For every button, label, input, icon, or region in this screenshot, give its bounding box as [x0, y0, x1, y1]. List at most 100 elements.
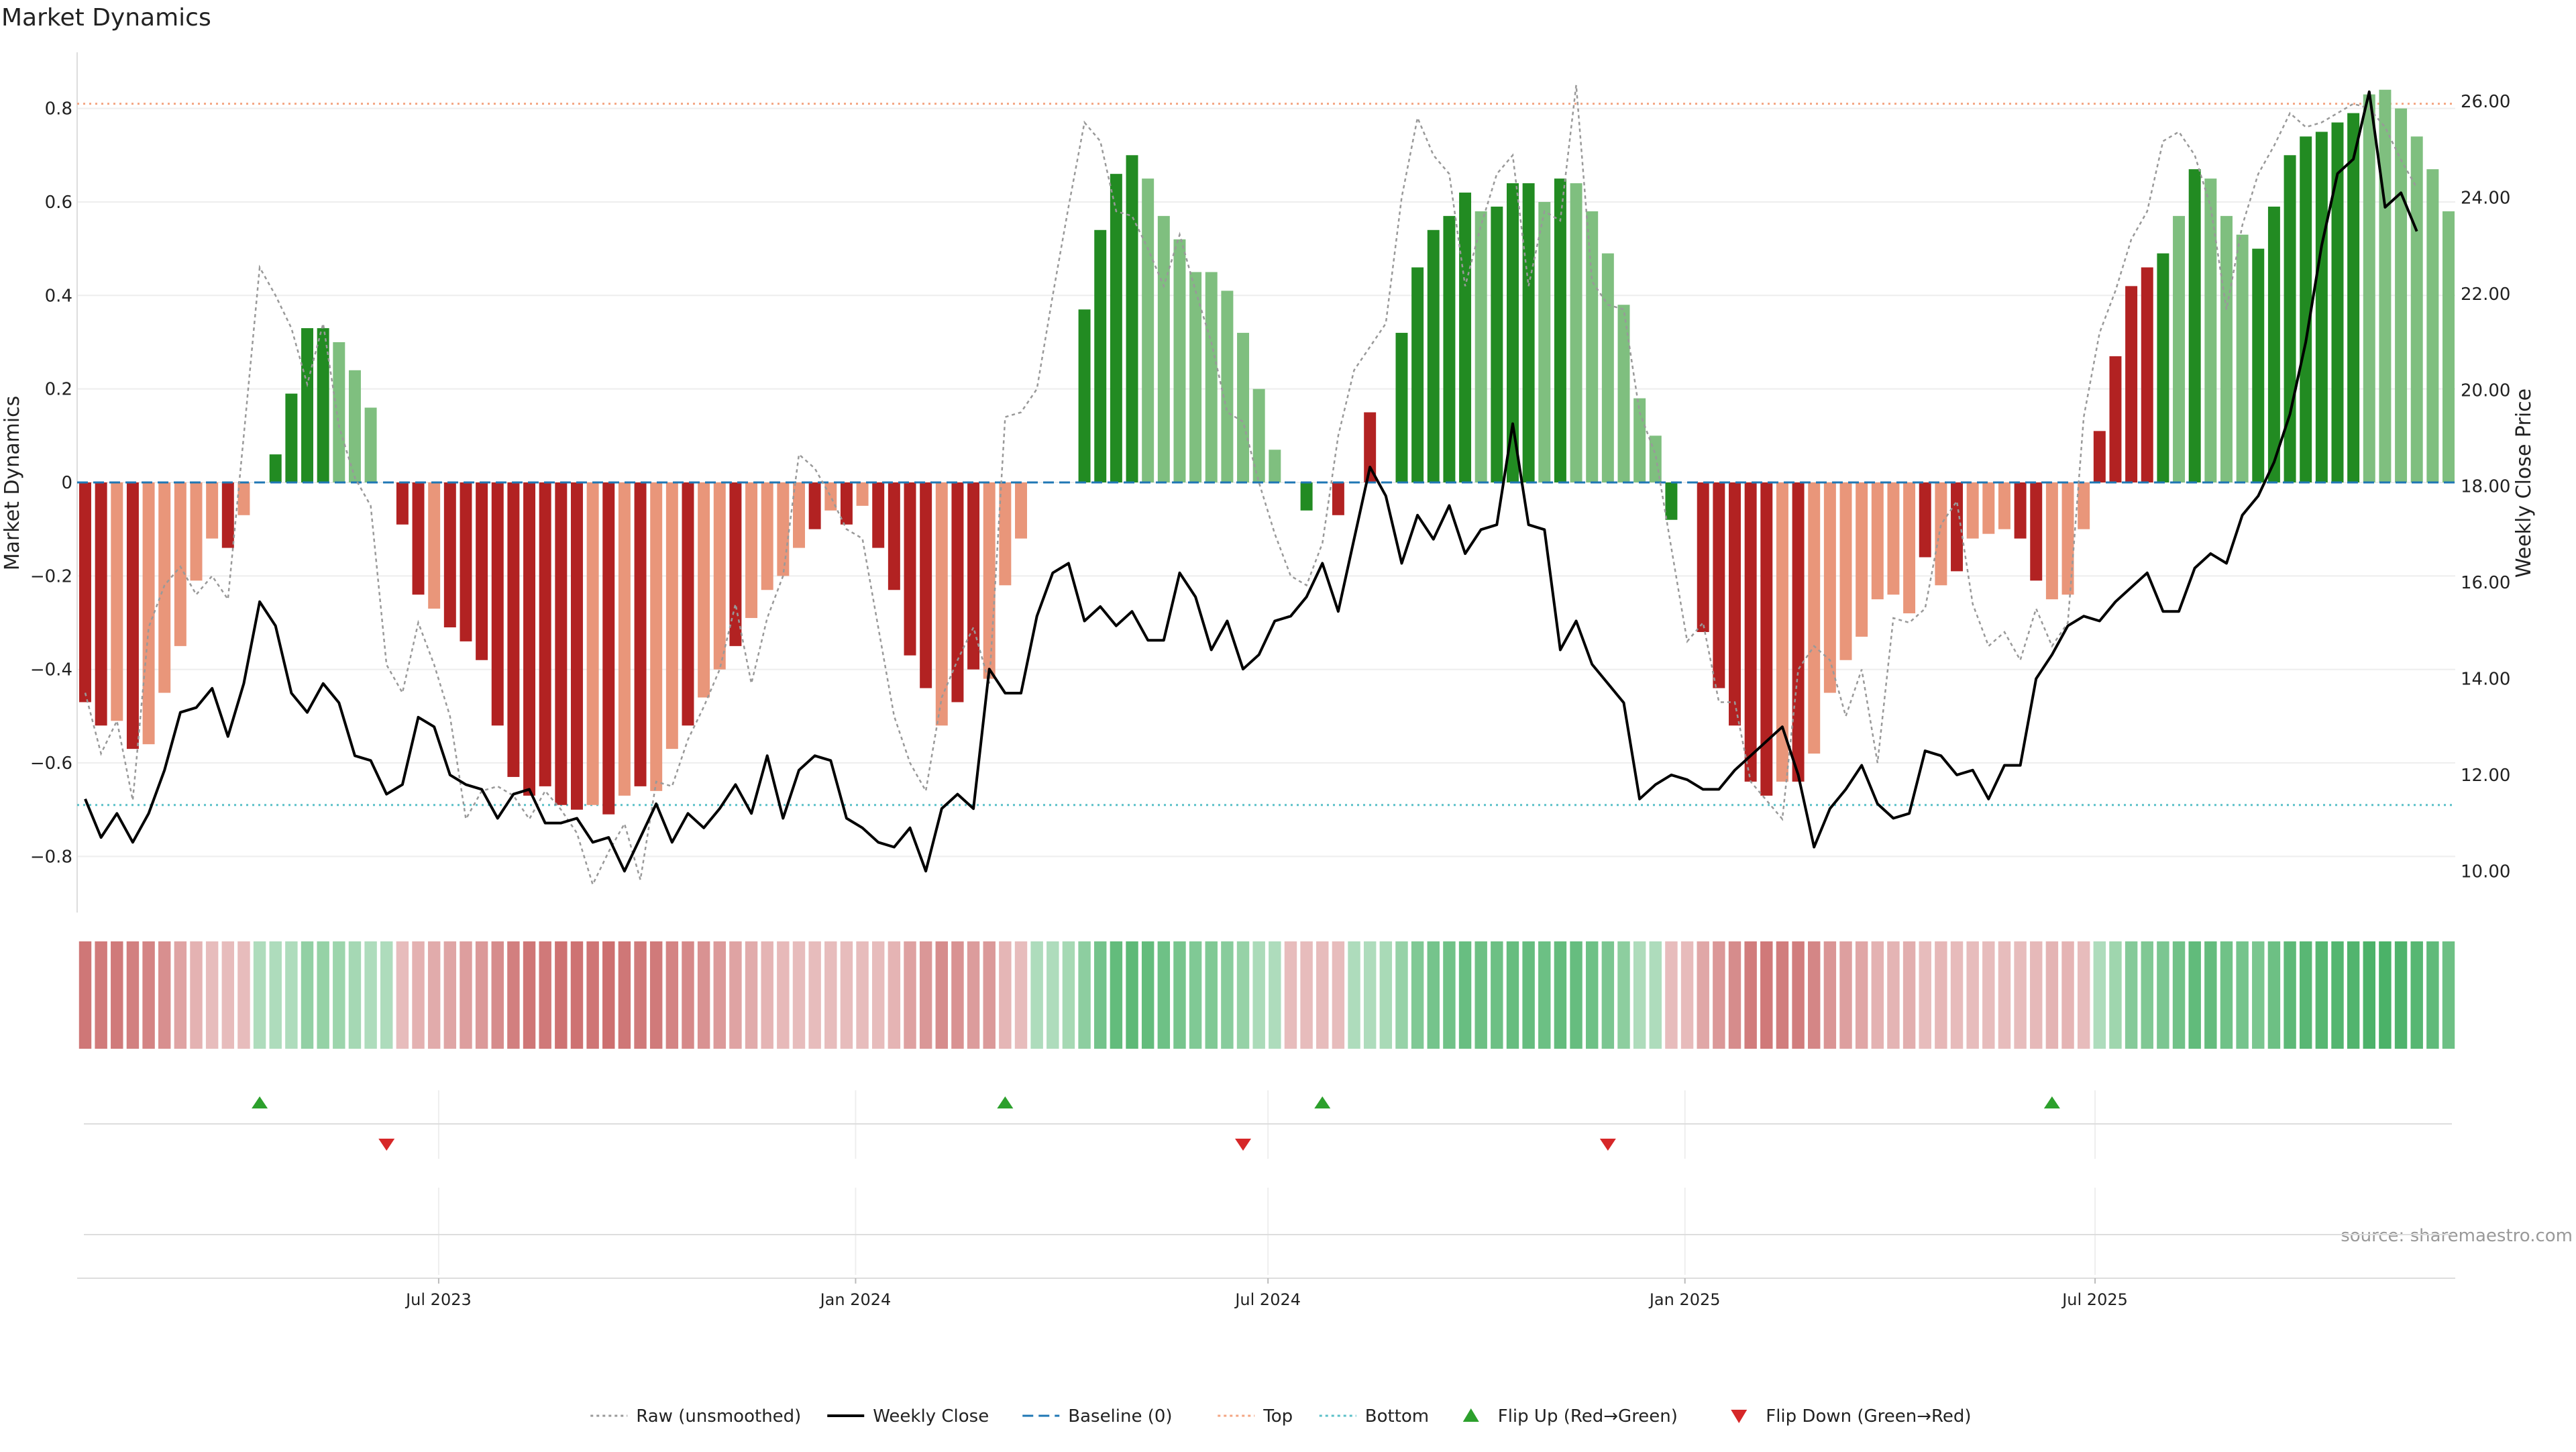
bar — [555, 482, 568, 805]
heat-cell — [2204, 941, 2217, 1049]
heat-cell — [983, 941, 996, 1049]
heat-cell — [475, 941, 488, 1049]
heat-cell — [364, 941, 377, 1049]
heat-cell — [697, 941, 710, 1049]
bar — [999, 482, 1012, 586]
heat-cell — [174, 941, 187, 1049]
heat-cell — [348, 941, 362, 1049]
heat-cell — [1919, 941, 1931, 1049]
bar — [983, 482, 996, 679]
y2-tick-label: 20.00 — [2461, 380, 2510, 401]
heat-cell — [1252, 941, 1265, 1049]
heat-cell — [1348, 941, 1360, 1049]
bar — [1871, 482, 1884, 600]
bar — [840, 482, 853, 525]
bar — [2443, 211, 2455, 482]
heat-cell — [919, 941, 932, 1049]
flip-panel — [84, 1090, 2452, 1159]
heat-cell — [1839, 941, 1852, 1049]
bar — [443, 482, 456, 627]
heat-cell — [2299, 941, 2312, 1049]
bar — [142, 482, 155, 745]
bar — [1459, 193, 1472, 482]
bar — [2315, 132, 2328, 482]
bar — [2236, 234, 2249, 482]
legend-swatch — [1731, 1410, 1748, 1423]
bar — [1364, 412, 1377, 482]
bar — [1173, 239, 1186, 482]
bar — [745, 482, 758, 619]
legend-label: Top — [1263, 1406, 1293, 1427]
heat-cell — [1300, 941, 1313, 1049]
y2-tick-label: 12.00 — [2461, 766, 2510, 786]
heat-cell — [491, 941, 504, 1049]
bar — [2284, 155, 2296, 483]
bar — [1554, 178, 1566, 482]
y2-tick-label: 18.00 — [2461, 477, 2510, 497]
bar — [539, 482, 551, 786]
bar — [618, 482, 631, 796]
empty-panel — [84, 1188, 2452, 1275]
date-axis: Jul 2023 Jan 2024 Jul 2024 Jan 2025 Jul 2025 — [77, 1278, 2455, 1309]
bar — [1205, 272, 1218, 482]
bar — [396, 482, 409, 525]
y-tick-label: 0.2 — [45, 380, 72, 400]
legend-label: Bottom — [1365, 1406, 1429, 1427]
main-panel: 0.8 0.6 0.4 0.2 0 −0.2 −0.4 −0.6 −0.8 26.00 24.00 2… — [30, 52, 2510, 913]
heat-cell — [729, 941, 742, 1049]
heat-cell — [253, 941, 266, 1049]
y2-tick-label: 16.00 — [2461, 573, 2510, 593]
bar — [777, 482, 790, 576]
bar — [364, 407, 377, 482]
bar — [729, 482, 742, 646]
heat-cell — [2220, 941, 2233, 1049]
heat-cell — [1776, 941, 1789, 1049]
legend-label: Raw (unsmoothed) — [636, 1406, 801, 1427]
x-tick-label: Jan 2025 — [1648, 1290, 1721, 1309]
bar — [1998, 482, 2010, 529]
bar — [2141, 267, 2153, 482]
heat-cell — [1284, 941, 1297, 1049]
heat-cell — [570, 941, 584, 1049]
bar — [1474, 211, 1487, 482]
bar — [348, 370, 361, 482]
heat-cell — [1157, 941, 1171, 1049]
heat-cell — [2347, 941, 2360, 1049]
heat-cell — [317, 941, 329, 1049]
heat-cell — [634, 941, 647, 1049]
bar — [1617, 305, 1630, 482]
bar — [412, 482, 425, 595]
bar — [2300, 136, 2312, 483]
y-tick-label: 0.8 — [45, 99, 72, 119]
heat-cell — [555, 941, 568, 1049]
bar — [1935, 482, 1947, 586]
y2-tick-label: 24.00 — [2461, 189, 2510, 209]
heat-cell — [904, 941, 916, 1049]
bar — [460, 482, 472, 641]
heat-cell — [1363, 941, 1377, 1049]
x-tick-label: Jul 2025 — [2061, 1290, 2128, 1309]
heat-cell — [1443, 941, 1456, 1049]
heat-cell — [2157, 941, 2169, 1049]
bar — [1808, 482, 1821, 754]
bar — [2093, 431, 2106, 482]
bar — [1919, 482, 1931, 558]
bar — [665, 482, 678, 749]
weekly-close-line — [84, 90, 2418, 873]
heat-cell — [78, 941, 92, 1049]
bar — [1507, 183, 1519, 482]
heat-cell — [1728, 941, 1741, 1049]
heat-cell — [2426, 941, 2439, 1049]
bar — [2267, 206, 2280, 482]
heat-cell — [1506, 941, 1519, 1049]
legend-item: Bottom — [1319, 1406, 1429, 1427]
heat-cell — [523, 941, 536, 1049]
bar — [221, 482, 234, 548]
y2-tick-label: 10.00 — [2461, 862, 2510, 882]
heat-cell — [1395, 941, 1408, 1049]
heat-cell — [1887, 941, 1900, 1049]
heat-cell — [2379, 941, 2392, 1049]
bar — [1744, 482, 1757, 782]
